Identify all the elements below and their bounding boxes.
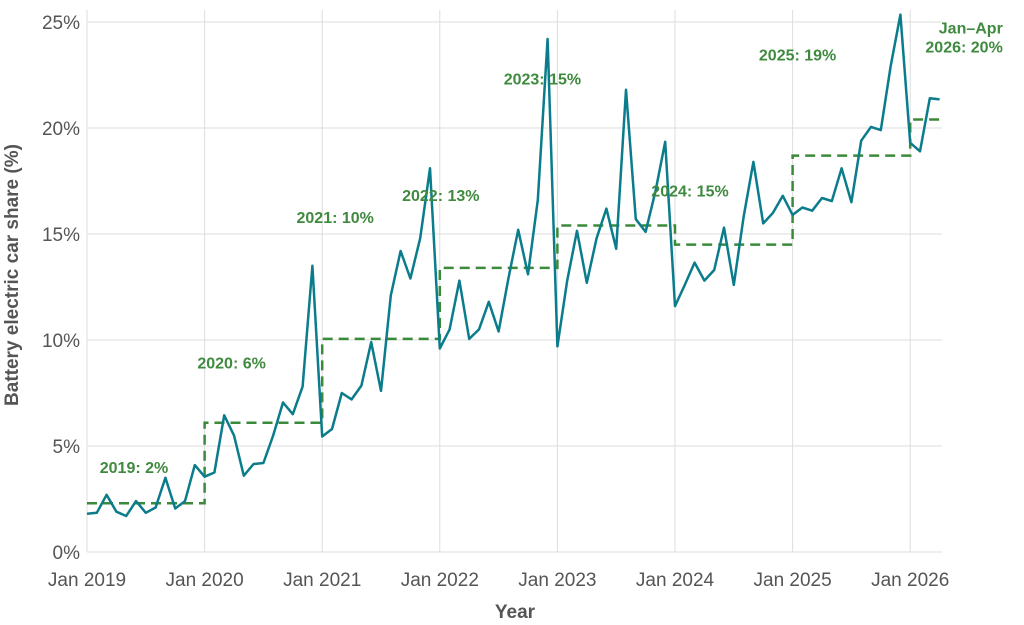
x-axis-title: Year — [495, 602, 536, 623]
y-tick-label: 10% — [42, 331, 80, 352]
x-tick-label: Jan 2019 — [48, 570, 126, 591]
y-tick-label: 15% — [42, 225, 80, 246]
annual-share-annotation: 2025: 19% — [759, 48, 836, 65]
x-tick-label: Jan 2023 — [518, 570, 596, 591]
y-tick-label: 0% — [53, 543, 81, 564]
annual-share-annotation: Jan–Apr — [939, 21, 1003, 38]
x-tick-label: Jan 2025 — [754, 570, 832, 591]
x-tick-label: Jan 2021 — [283, 570, 361, 591]
grid — [86, 10, 942, 553]
y-axis-ticks: 0% 5% 10% 15% 20% 25% — [42, 13, 80, 564]
monthly-share-series — [86, 13, 940, 518]
annual-average-step-line — [87, 118, 940, 505]
annotations: 2019: 2% 2020: 6% 2021: 10% 2022: 13% 2023: … — [100, 21, 1003, 478]
y-tick-label: 5% — [53, 437, 81, 458]
annual-share-annotation: 2023: 15% — [504, 72, 581, 89]
annual-share-annotation: 2024: 15% — [651, 184, 728, 201]
annual-share-annotation: 2020: 6% — [197, 356, 266, 373]
annual-share-annotation: 2026: 20% — [925, 40, 1002, 57]
y-tick-label: 25% — [42, 13, 80, 34]
x-tick-label: Jan 2026 — [871, 570, 949, 591]
x-axis-ticks: Jan 2019 Jan 2020 Jan 2021 Jan 2022 Jan 2023… — [48, 570, 949, 591]
annual-share-annotation: 2022: 13% — [402, 188, 479, 205]
y-axis-title: Battery electric car share (%) — [2, 144, 23, 406]
annual-average-series — [87, 118, 940, 505]
x-tick-label: Jan 2022 — [401, 570, 479, 591]
annual-share-annotation: 2019: 2% — [100, 460, 169, 477]
annual-share-annotation: 2021: 10% — [297, 210, 374, 227]
x-tick-label: Jan 2020 — [166, 570, 244, 591]
y-tick-label: 20% — [42, 119, 80, 140]
monthly-share-line — [86, 13, 940, 518]
x-tick-label: Jan 2024 — [636, 570, 715, 591]
